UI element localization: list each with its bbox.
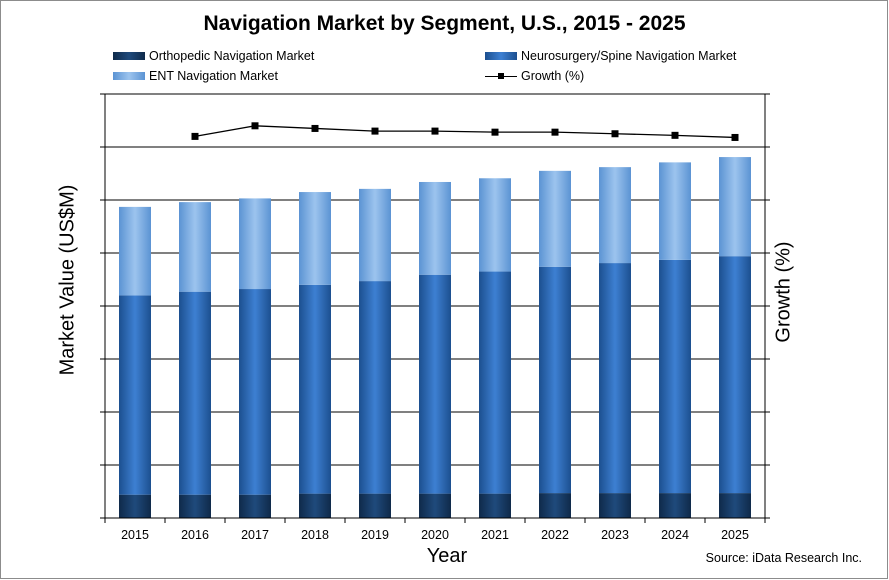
growth-point-2024	[671, 131, 679, 139]
bar-ent-2023	[599, 167, 631, 264]
source-note: Source: iData Research Inc.	[705, 551, 862, 565]
x-axis-label: Year	[426, 545, 468, 567]
legend-item-neurosurgery: Neurosurgery/Spine Navigation Market	[485, 49, 736, 63]
bar-orthopedic-2017	[239, 494, 271, 518]
legend-item-ent: ENT Navigation Market	[113, 69, 278, 83]
x-tick-label-2020: 2020	[421, 528, 449, 542]
bar-neurosurgery-2024	[659, 259, 691, 494]
bar-neurosurgery-2018	[299, 284, 331, 494]
bar-orthopedic-2021	[479, 493, 511, 518]
bar-orthopedic-2016	[179, 494, 211, 518]
x-tick-label-2018: 2018	[301, 528, 329, 542]
bar-neurosurgery-2019	[359, 281, 391, 494]
growth-point-2021	[491, 128, 499, 136]
legend-label-orthopedic: Orthopedic Navigation Market	[149, 49, 315, 63]
x-tick-label-2023: 2023	[601, 528, 629, 542]
bar-ent-2024	[659, 162, 691, 260]
bar-ent-2015	[119, 206, 151, 296]
bar-orthopedic-2018	[299, 493, 331, 518]
y-axis-label: Market Value (US$M)	[56, 184, 79, 376]
x-tick-label-2022: 2022	[541, 528, 569, 542]
bar-neurosurgery-2022	[539, 266, 571, 494]
x-tick-label-2019: 2019	[361, 528, 389, 542]
legend-swatch-orthopedic	[113, 52, 145, 60]
legend-swatch-ent	[113, 72, 145, 80]
growth-point-2022	[551, 128, 559, 136]
bar-neurosurgery-2020	[419, 274, 451, 494]
bar-neurosurgery-2021	[479, 271, 511, 494]
x-tick-label-2017: 2017	[241, 528, 269, 542]
x-tick-label-2025: 2025	[721, 528, 749, 542]
x-tick-label-2024: 2024	[661, 528, 689, 542]
bar-orthopedic-2022	[539, 493, 571, 518]
bar-ent-2019	[359, 188, 391, 282]
bar-orthopedic-2025	[719, 493, 751, 518]
legend-item-orthopedic: Orthopedic Navigation Market	[113, 49, 314, 63]
y2-axis-label: Growth (%)	[772, 241, 795, 343]
bar-ent-2021	[479, 178, 511, 272]
bar-ent-2016	[179, 202, 211, 292]
legend-swatch-growth	[485, 72, 517, 80]
x-tick-label-2015: 2015	[121, 528, 149, 542]
bar-orthopedic-2015	[119, 494, 151, 518]
bar-ent-2018	[299, 192, 331, 285]
growth-point-2023	[611, 130, 619, 138]
bar-ent-2020	[419, 181, 451, 275]
bar-neurosurgery-2016	[179, 291, 211, 495]
legend-label-ent: ENT Navigation Market	[149, 69, 278, 83]
growth-point-2018	[311, 124, 319, 132]
growth-point-2017	[251, 122, 259, 130]
bar-neurosurgery-2025	[719, 256, 751, 494]
x-tick-label-2016: 2016	[181, 528, 209, 542]
legend-label-growth: Growth (%)	[521, 69, 585, 83]
bar-orthopedic-2019	[359, 493, 391, 518]
bar-orthopedic-2020	[419, 493, 451, 518]
bar-neurosurgery-2017	[239, 289, 271, 495]
bar-neurosurgery-2023	[599, 263, 631, 494]
growth-line	[194, 125, 736, 139]
bar-ent-2022	[539, 170, 571, 267]
bar-ent-2025	[719, 157, 751, 257]
growth-point-2019	[371, 127, 379, 135]
bar-ent-2017	[239, 198, 271, 290]
growth-point-2020	[431, 127, 439, 135]
legend-item-growth: Growth (%)	[485, 69, 584, 83]
bar-orthopedic-2024	[659, 493, 691, 518]
bar-neurosurgery-2015	[119, 295, 151, 495]
growth-point-2025	[731, 133, 739, 141]
x-tick-label-2021: 2021	[481, 528, 509, 542]
chart-title: Navigation Market by Segment, U.S., 2015…	[203, 12, 686, 35]
legend-swatch-neurosurgery	[485, 52, 517, 60]
legend-label-neurosurgery: Neurosurgery/Spine Navigation Market	[521, 49, 737, 63]
bar-orthopedic-2023	[599, 493, 631, 518]
growth-point-2016	[191, 132, 199, 140]
